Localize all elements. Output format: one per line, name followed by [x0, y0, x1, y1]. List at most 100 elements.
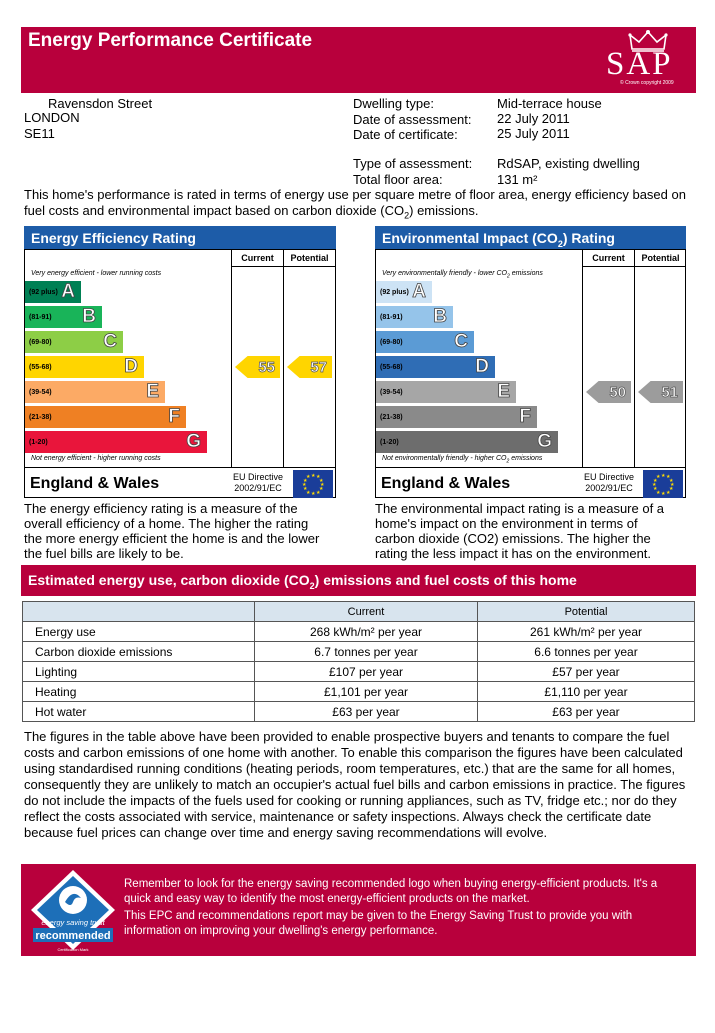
- band-letter: C: [103, 331, 118, 353]
- eu-flag-icon: ★ ★ ★ ★ ★ ★ ★ ★ ★ ★ ★ ★: [293, 470, 333, 498]
- band-range: (39-54): [29, 388, 52, 396]
- svg-text:★: ★: [669, 478, 674, 484]
- band-top-label: Very energy efficient - lower running co…: [31, 270, 162, 277]
- svg-text:★: ★: [666, 474, 671, 480]
- detail-value: RdSAP, existing dwelling: [497, 156, 640, 171]
- table-cell-label: Heating: [22, 681, 255, 702]
- table-cell-current: £63 per year: [254, 701, 478, 722]
- current-rating-arrow: 50: [586, 381, 631, 403]
- svg-text:★: ★: [316, 490, 321, 496]
- energy-saving-trust-logo: energy saving trust recommended Certific…: [31, 870, 115, 952]
- explanatory-paragraph: The figures in the table above have been…: [24, 729, 686, 840]
- table-cell-current: 6.7 tonnes per year: [254, 641, 478, 662]
- band-f: (21-38) F: [376, 406, 537, 428]
- band-letter: G: [186, 431, 202, 453]
- table-row: Carbon dioxide emissions 6.7 tonnes per y…: [22, 641, 695, 662]
- efficiency-description: The energy efficiency rating is a measur…: [24, 501, 320, 561]
- table-row: Heating £1,101 per year £1,110 per year: [22, 681, 695, 702]
- band-range: (69-80): [380, 338, 403, 346]
- eu-directive: EU Directive 2002/91/EC: [232, 472, 283, 493]
- promo-text: Remember to look for the energy saving r…: [124, 877, 684, 939]
- table-cell-potential: 6.6 tonnes per year: [477, 641, 695, 662]
- svg-text:★: ★: [656, 474, 661, 480]
- band-letter: B: [82, 306, 97, 328]
- svg-text:★: ★: [311, 491, 316, 497]
- crown-icon: [628, 30, 668, 52]
- band-letter: F: [168, 406, 180, 428]
- certificate-header: [21, 27, 696, 93]
- promo-text-1: Remember to look for the energy saving r…: [124, 878, 658, 905]
- band-bottom-label: Not energy efficient - higher running co…: [31, 455, 161, 462]
- table-cell-current: £107 per year: [254, 661, 478, 682]
- efficiency-panel-title: Energy Efficiency Rating: [24, 226, 336, 249]
- band-letter: C: [454, 331, 469, 353]
- band-letter: F: [519, 406, 531, 428]
- svg-text:★: ★: [661, 473, 666, 479]
- band-a: (92 plus) A: [376, 281, 432, 303]
- table-cell-label: Carbon dioxide emissions: [22, 641, 255, 662]
- band-g: (1-20) G: [376, 431, 558, 453]
- eu-directive: EU Directive 2002/91/EC: [583, 472, 634, 493]
- col-current: Current: [241, 253, 274, 263]
- band-letter: B: [433, 306, 448, 328]
- energy-saving-promo: [21, 864, 696, 956]
- svg-text:★: ★: [311, 473, 316, 479]
- col-potential: Potential: [290, 253, 329, 263]
- estimate-table: Current Potential Energy use 268 kWh/m² p…: [22, 601, 695, 722]
- environmental-rating-panel: Environmental Impact (CO2) Rating Curren…: [375, 226, 686, 498]
- band-range: (21-38): [29, 413, 52, 421]
- band-letter: G: [537, 431, 553, 453]
- table-row: Energy use 268 kWh/m² per year 261 kWh/m² …: [22, 621, 695, 642]
- col-current: Current: [592, 253, 625, 263]
- detail-label: Date of certificate:: [353, 127, 458, 142]
- logo-recommended-text: recommended: [35, 930, 110, 942]
- potential-rating-arrow: 57: [287, 356, 332, 378]
- table-cell-label: Energy use: [22, 621, 255, 642]
- svg-text:★: ★: [320, 482, 325, 488]
- band-letter: E: [146, 381, 159, 403]
- intro-text: This home's performance is rated in term…: [24, 187, 686, 221]
- svg-text:★: ★: [666, 490, 671, 496]
- table-cell-potential: £63 per year: [477, 701, 695, 722]
- band-g: (1-20) G: [25, 431, 207, 453]
- table-header-blank: [22, 601, 255, 622]
- band-letter: A: [412, 281, 427, 303]
- table-cell-label: Lighting: [22, 661, 255, 682]
- table-row: Lighting £107 per year £57 per year: [22, 661, 695, 682]
- svg-text:★: ★: [319, 486, 324, 492]
- band-letter: D: [124, 356, 139, 378]
- band-c: (69-80) C: [25, 331, 123, 353]
- band-range: (69-80): [29, 338, 52, 346]
- potential-rating-arrow: 51: [638, 381, 683, 403]
- band-range: (21-38): [380, 413, 403, 421]
- table-header-potential: Potential: [477, 601, 695, 622]
- band-range: (1-20): [29, 438, 48, 446]
- band-d: (55-68) D: [376, 356, 495, 378]
- band-b: (81-91) B: [376, 306, 453, 328]
- svg-text:★: ★: [653, 486, 658, 492]
- svg-text:★: ★: [306, 474, 311, 480]
- environmental-panel-title: Environmental Impact (CO2) Rating: [375, 226, 686, 249]
- svg-text:★: ★: [302, 482, 307, 488]
- band-range: (39-54): [380, 388, 403, 396]
- detail-value: 131 m²: [497, 172, 538, 187]
- address-line1: Ravensdon Street: [48, 96, 153, 111]
- efficiency-rating-panel: Energy Efficiency Rating Current Potenti…: [24, 226, 336, 498]
- svg-text:★: ★: [670, 482, 675, 488]
- band-d: (55-68) D: [25, 356, 144, 378]
- eu-flag-icon: ★ ★ ★ ★ ★ ★ ★ ★ ★ ★ ★ ★: [643, 470, 683, 498]
- detail-value: Mid-terrace house: [497, 96, 602, 111]
- detail-label: Total floor area:: [353, 172, 443, 187]
- table-row: Hot water £63 per year £63 per year: [22, 701, 695, 722]
- address-line3: SE11: [24, 126, 55, 141]
- band-c: (69-80) C: [376, 331, 474, 353]
- band-top-label: Very environmentally friendly - lower CO…: [382, 270, 543, 280]
- table-cell-potential: £1,110 per year: [477, 681, 695, 702]
- current-rating-arrow: 55: [235, 356, 280, 378]
- detail-label: Dwelling type:: [353, 96, 434, 111]
- estimate-section-title: Estimated energy use, carbon dioxide (CO…: [21, 565, 696, 596]
- address-line2: LONDON: [24, 110, 80, 125]
- band-letter: D: [475, 356, 490, 378]
- band-e: (39-54) E: [376, 381, 516, 403]
- svg-text:★: ★: [652, 482, 657, 488]
